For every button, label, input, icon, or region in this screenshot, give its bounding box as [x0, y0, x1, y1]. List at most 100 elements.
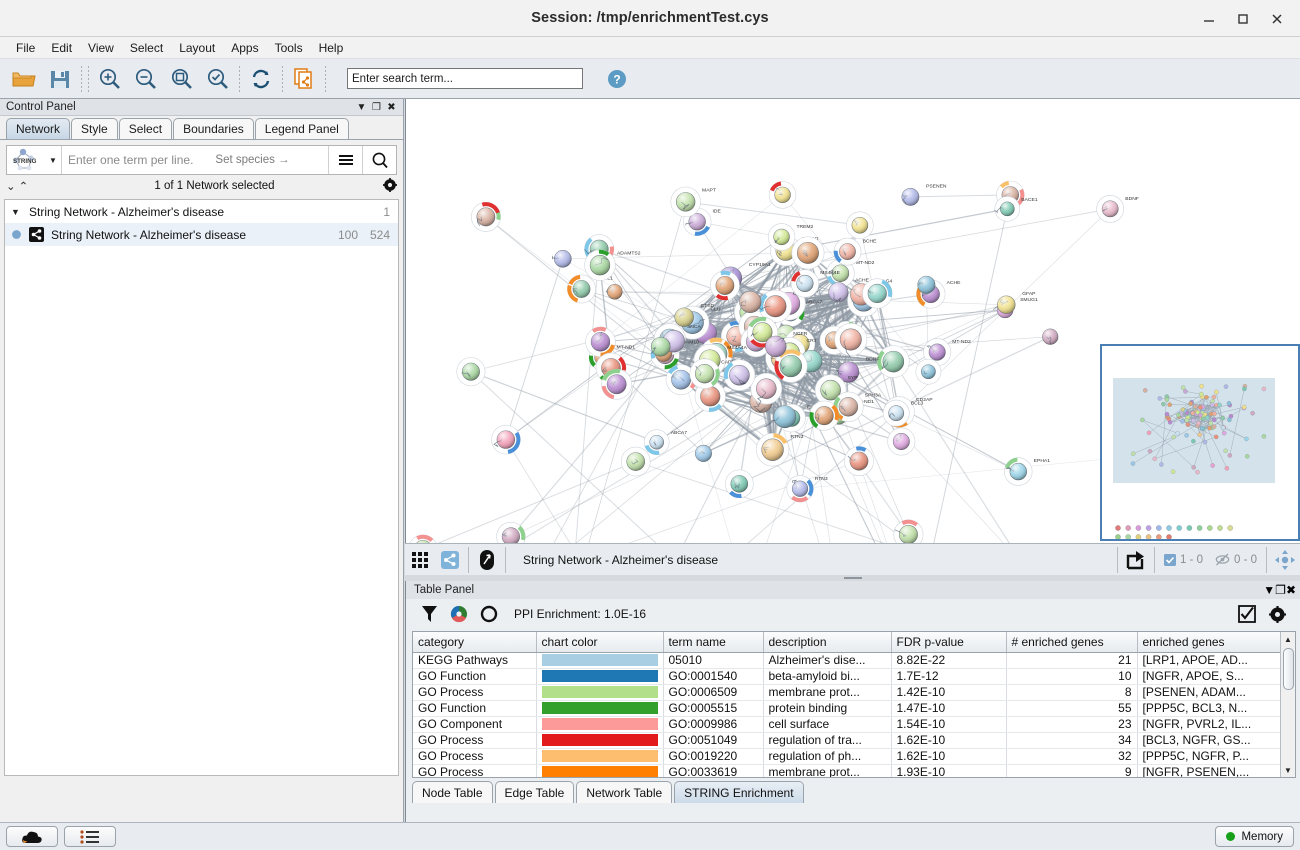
network-node[interactable]: [551, 250, 572, 268]
zoom-in-icon[interactable]: [92, 62, 128, 96]
network-node[interactable]: NGFR: [765, 331, 808, 358]
annotation-icon[interactable]: [472, 545, 502, 575]
hamburger-icon[interactable]: [329, 153, 362, 167]
birds-eye-view[interactable]: [1100, 344, 1300, 541]
tab-edge-table[interactable]: Edge Table: [494, 781, 575, 803]
network-node[interactable]: BACE1: [756, 289, 810, 323]
menu-help[interactable]: Help: [318, 40, 344, 55]
tab-legend-panel[interactable]: Legend Panel: [254, 118, 349, 139]
network-node[interactable]: [809, 400, 840, 431]
network-node[interactable]: [456, 357, 486, 387]
menu-select[interactable]: Select: [129, 40, 164, 55]
fit-content-icon[interactable]: [1270, 545, 1300, 575]
maximize-icon[interactable]: [1226, 4, 1260, 34]
network-node[interactable]: [605, 284, 623, 300]
network-node[interactable]: [471, 201, 501, 232]
zoom-out-icon[interactable]: [128, 62, 164, 96]
close-icon[interactable]: ✖: [1285, 583, 1296, 597]
float-icon[interactable]: ❐: [372, 101, 381, 113]
magnifier-icon[interactable]: [363, 151, 396, 169]
network-node[interactable]: ACHE: [828, 278, 870, 303]
scrollbar-thumb[interactable]: [1282, 648, 1294, 690]
col-enriched-count[interactable]: # enriched genes: [1006, 632, 1138, 653]
col-fdr-pvalue[interactable]: FDR p-value: [891, 632, 1007, 653]
network-node[interactable]: GFAP: [997, 291, 1036, 314]
network-node[interactable]: BACE1: [994, 196, 1038, 222]
col-term-name[interactable]: term name: [663, 632, 764, 653]
network-node[interactable]: BDNF: [1096, 194, 1139, 223]
close-icon[interactable]: [1260, 4, 1294, 34]
network-node[interactable]: [917, 275, 936, 294]
tab-network[interactable]: Network: [6, 118, 71, 139]
table-row[interactable]: GO Component GO:0009986 cell surface 1.54E-…: [413, 716, 1282, 733]
network-node[interactable]: [650, 336, 671, 357]
tab-select[interactable]: Select: [118, 118, 173, 139]
network-node[interactable]: ADAMTS2: [584, 249, 641, 281]
network-node[interactable]: [620, 446, 651, 477]
network-node[interactable]: [844, 446, 874, 476]
network-node[interactable]: PSENEN: [901, 183, 947, 206]
network-node[interactable]: [723, 359, 756, 391]
species-dropdown-caret-icon[interactable]: ▼: [49, 155, 57, 165]
table-row[interactable]: GO Process GO:0051049 regulation of tra...…: [413, 732, 1282, 749]
tab-network-table[interactable]: Network Table: [576, 781, 673, 803]
menu-tools[interactable]: Tools: [274, 40, 303, 55]
network-node[interactable]: [834, 323, 868, 357]
panel-splitter[interactable]: [405, 575, 1300, 581]
tab-node-table[interactable]: Node Table: [412, 781, 493, 803]
network-node[interactable]: [725, 469, 754, 499]
filter-icon[interactable]: [414, 605, 444, 623]
network-node[interactable]: [774, 349, 808, 383]
expand-all-icon[interactable]: ⌃: [18, 181, 29, 193]
tab-style[interactable]: Style: [71, 118, 118, 139]
network-node[interactable]: [862, 278, 893, 309]
network-node[interactable]: CADPS2: [689, 358, 742, 389]
search-input[interactable]: [347, 68, 583, 89]
open-folder-icon[interactable]: [6, 62, 42, 96]
table-row[interactable]: GO Function GO:0005515 protein binding 1.47…: [413, 700, 1282, 717]
collapse-icon[interactable]: ▼: [356, 101, 367, 113]
cloud-icon[interactable]: [6, 826, 58, 847]
save-icon[interactable]: [42, 62, 78, 96]
share-document-icon[interactable]: [286, 62, 322, 96]
menu-edit[interactable]: Edit: [51, 40, 73, 55]
network-node[interactable]: [764, 405, 797, 429]
menu-layout[interactable]: Layout: [179, 40, 216, 55]
table-row[interactable]: GO Process GO:0006509 membrane prot... 1.42…: [413, 684, 1282, 701]
col-chart-color[interactable]: chart color: [536, 632, 664, 653]
network-node[interactable]: MT-ND2: [826, 259, 875, 288]
scroll-up-icon[interactable]: ▲: [1284, 634, 1292, 644]
col-category[interactable]: category: [413, 632, 537, 653]
set-species-link[interactable]: Set species →: [215, 154, 290, 166]
zoom-selected-icon[interactable]: [200, 62, 236, 96]
settings-gear-icon[interactable]: [1262, 605, 1292, 623]
grid-layout-icon[interactable]: [405, 545, 435, 575]
network-node[interactable]: BCHE: [833, 237, 877, 266]
network-node[interactable]: [877, 345, 910, 378]
menu-apps[interactable]: Apps: [231, 40, 259, 55]
network-node[interactable]: EPHA1: [1004, 457, 1050, 486]
network-node[interactable]: [710, 270, 740, 301]
string-network-graph[interactable]: MT-ND2MT-ND1VSNL1GAB2ABCA7RTN3CHATACHECL…: [406, 99, 1300, 577]
network-node[interactable]: RTN3: [755, 433, 804, 467]
network-node[interactable]: [846, 211, 874, 240]
network-node[interactable]: [915, 358, 942, 385]
pie-chart-icon[interactable]: [444, 605, 474, 623]
float-icon[interactable]: ❐: [1275, 583, 1286, 597]
table-row[interactable]: KEGG Pathways 05010 Alzheimer's dise... 8.8…: [413, 652, 1282, 669]
col-enriched-genes[interactable]: enriched genes: [1137, 632, 1282, 653]
expand-arrow-icon[interactable]: ▼: [11, 206, 20, 217]
network-node[interactable]: MAPT: [670, 186, 716, 218]
settings-gear-icon[interactable]: [383, 177, 397, 195]
export-icon[interactable]: [1121, 545, 1151, 575]
scroll-down-icon[interactable]: ▼: [1284, 765, 1292, 775]
network-child-row[interactable]: String Network - Alzheimer's disease 100…: [5, 223, 398, 246]
network-node[interactable]: ABCA7: [643, 429, 687, 455]
memory-button[interactable]: Memory: [1215, 826, 1294, 847]
network-node[interactable]: [496, 521, 526, 552]
network-node[interactable]: BCL3: [882, 399, 924, 427]
network-node[interactable]: [887, 427, 916, 456]
collapse-icon[interactable]: ▼: [1263, 583, 1276, 597]
network-node[interactable]: [747, 316, 778, 348]
menu-view[interactable]: View: [88, 40, 114, 55]
